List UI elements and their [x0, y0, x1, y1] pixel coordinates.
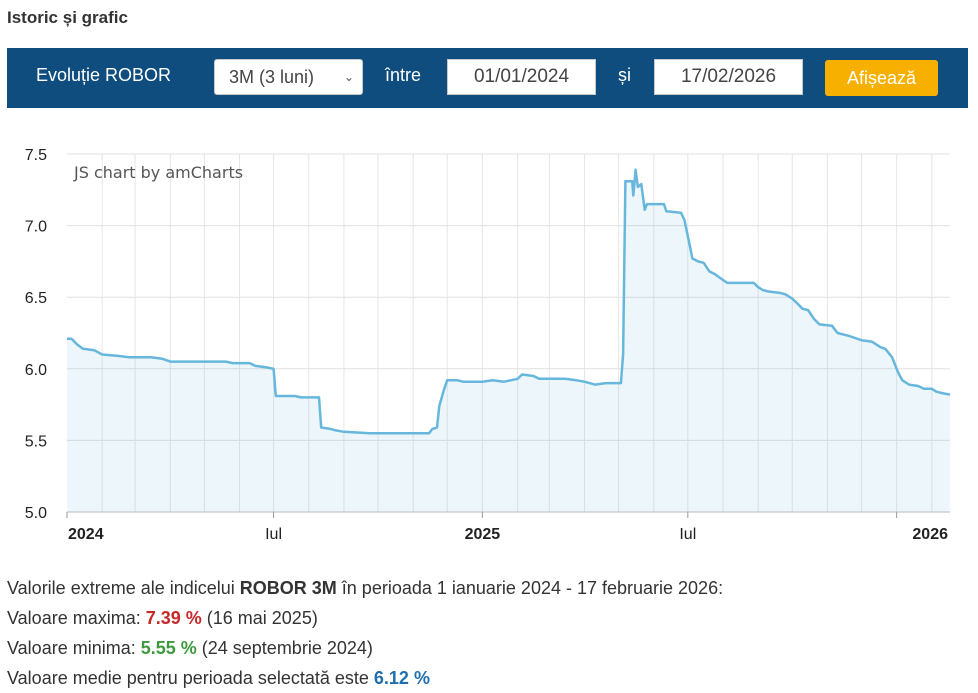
between-label: între — [385, 65, 422, 85]
stats-panel: Valorile extreme ale indicelui ROBOR 3M … — [7, 573, 723, 693]
y-tick-label: 7.5 — [25, 147, 47, 164]
series-line — [67, 168, 951, 435]
start-date-input[interactable]: 01/01/2024 — [447, 59, 596, 95]
y-tick-label: 6.0 — [25, 362, 47, 379]
stats-intro-post: în perioada 1 ianuarie 2024 - 17 februar… — [336, 578, 724, 598]
robor-chart: 5.0 5.5 6.0 6.5 7.0 7.5 2024 Iul 2025 Iul 2026 JS c… — [25, 147, 951, 543]
end-date-input[interactable]: 17/02/2026 — [654, 59, 803, 95]
x-tick-label: 2026 — [912, 526, 948, 543]
stats-min: Valoare minima: 5.55 % (24 septembrie 20… — [7, 633, 723, 663]
x-tick-label: Iul — [679, 526, 696, 543]
x-tick-label: 2025 — [465, 526, 501, 543]
filter-bar: Evoluție ROBOR 3M (3 luni) ⌄ între 01/01… — [7, 48, 968, 108]
min-value: 5.55 % — [140, 638, 197, 658]
max-label: Valoare maxima: — [7, 608, 146, 628]
stats-max: Valoare maxima: 7.39 % (16 mai 2025) — [7, 603, 723, 633]
min-date: (24 septembrie 2024) — [196, 638, 373, 658]
chevron-down-icon: ⌄ — [343, 70, 354, 84]
x-tick-label: Iul — [265, 526, 282, 543]
series-area — [67, 169, 950, 513]
maturity-select[interactable]: 3M (3 luni) ⌄ — [214, 59, 363, 95]
show-button[interactable]: Afișează — [825, 60, 938, 96]
filter-label: Evoluție ROBOR — [36, 65, 172, 85]
stats-avg: Valoare medie pentru perioada selectată … — [7, 663, 723, 693]
stats-intro-pre: Valorile extreme ale indicelui — [7, 578, 240, 598]
y-tick-label: 6.5 — [25, 290, 47, 307]
min-label: Valoare minima: — [7, 638, 141, 658]
x-tick-label: 2024 — [68, 526, 104, 543]
y-tick-label: 5.5 — [25, 433, 47, 450]
chart-watermark: JS chart by amCharts — [73, 163, 243, 182]
avg-label: Valoare medie pentru perioada selectată … — [7, 668, 374, 688]
and-label: și — [618, 65, 631, 85]
maturity-select-value: 3M (3 luni) — [229, 67, 315, 87]
y-tick-label: 5.0 — [25, 505, 47, 522]
y-tick-label: 7.0 — [25, 219, 47, 236]
index-name: ROBOR 3M — [239, 578, 337, 598]
avg-value: 6.12 % — [373, 668, 430, 688]
max-date: (16 mai 2025) — [201, 608, 318, 628]
stats-intro: Valorile extreme ale indicelui ROBOR 3M … — [7, 573, 723, 603]
page-title: Istoric și grafic — [7, 8, 128, 27]
max-value: 7.39 % — [145, 608, 202, 628]
